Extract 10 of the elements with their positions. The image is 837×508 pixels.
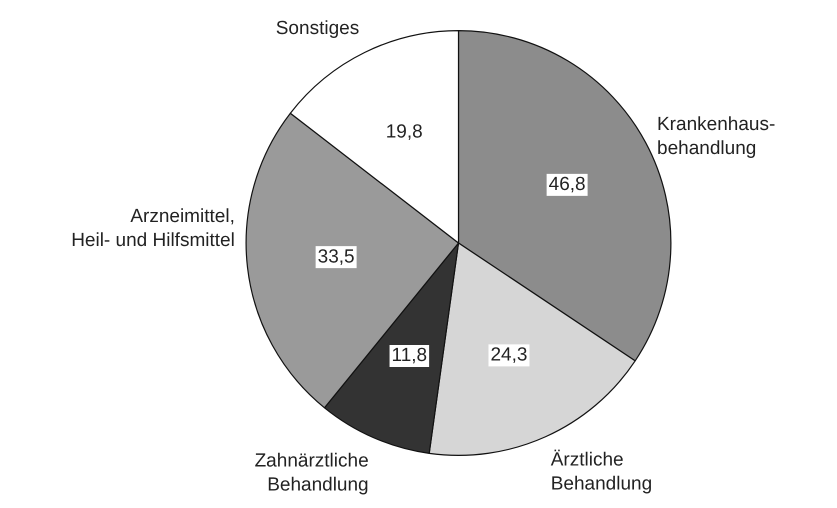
data-label: 33,5	[318, 246, 355, 268]
slice-label: Arzneimittel, Heil- und Hilfsmittel	[71, 206, 235, 252]
slice-label: Krankenhaus- behandlung	[657, 114, 776, 160]
slice-label: Ärztliche Behandlung	[550, 450, 652, 495]
data-label: 46,8	[548, 174, 586, 196]
data-label: 19,8	[386, 122, 423, 143]
data-label: 11,8	[392, 345, 428, 366]
slice-label: Zahnärztliche Behandlung	[254, 450, 369, 496]
slice-label: Sonstiges	[276, 18, 360, 40]
data-label: 24,3	[490, 344, 528, 366]
